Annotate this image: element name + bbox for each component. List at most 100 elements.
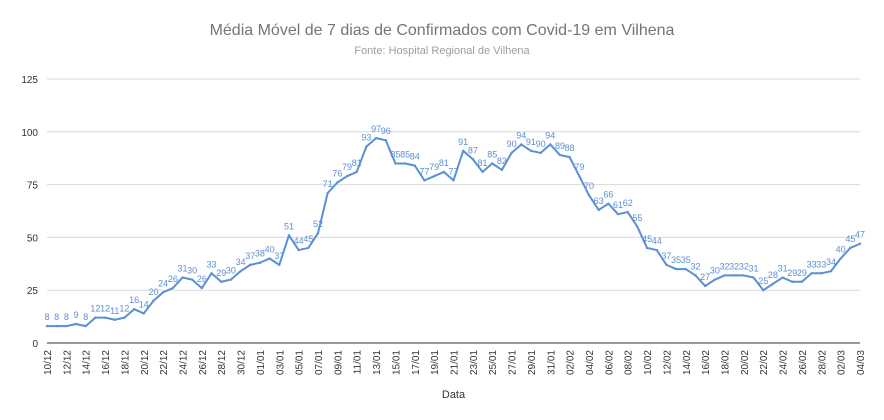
data-label: 71 bbox=[323, 179, 333, 189]
y-tick-label: 50 bbox=[27, 233, 39, 244]
data-point bbox=[694, 274, 697, 277]
data-label: 29 bbox=[797, 268, 807, 278]
data-point bbox=[268, 257, 271, 260]
data-label: 97 bbox=[371, 124, 381, 134]
x-tick-label: 25/01 bbox=[488, 350, 499, 375]
data-point bbox=[471, 158, 475, 161]
x-tick-label: 14/02 bbox=[682, 350, 693, 375]
data-label: 79 bbox=[342, 162, 352, 172]
data-label: 47 bbox=[855, 230, 865, 240]
data-point bbox=[394, 162, 397, 165]
data-label: 12 bbox=[90, 304, 100, 314]
x-tick-label: 04/02 bbox=[585, 350, 596, 375]
data-point bbox=[703, 284, 707, 288]
x-tick-label: 16/12 bbox=[101, 350, 112, 375]
data-label: 93 bbox=[361, 133, 371, 143]
data-point bbox=[161, 291, 165, 294]
data-point bbox=[791, 280, 794, 283]
data-label: 52 bbox=[313, 219, 323, 229]
data-point bbox=[65, 324, 68, 328]
data-label: 35 bbox=[681, 255, 691, 265]
data-point bbox=[200, 286, 204, 290]
data-label: 84 bbox=[410, 152, 420, 162]
data-label: 9 bbox=[74, 310, 79, 320]
data-point bbox=[645, 246, 649, 250]
data-label: 63 bbox=[594, 196, 604, 206]
data-label: 81 bbox=[478, 158, 488, 168]
data-label: 76 bbox=[332, 168, 342, 178]
data-label: 85 bbox=[390, 149, 400, 159]
chart-subtitle: Fonte: Hospital Regional de Vilhena bbox=[354, 45, 530, 57]
data-point bbox=[452, 179, 455, 182]
data-label: 32 bbox=[690, 261, 700, 271]
data-point bbox=[84, 324, 87, 328]
data-point bbox=[558, 153, 562, 157]
data-point bbox=[171, 286, 175, 290]
data-point bbox=[839, 257, 842, 260]
data-point bbox=[297, 248, 300, 252]
x-tick-label: 22/02 bbox=[759, 350, 770, 375]
data-label: 90 bbox=[507, 139, 517, 149]
data-label: 96 bbox=[381, 126, 391, 136]
data-point bbox=[858, 242, 862, 245]
data-point bbox=[220, 280, 223, 283]
data-point bbox=[742, 274, 746, 277]
data-point bbox=[142, 312, 145, 315]
data-label: 30 bbox=[226, 266, 236, 276]
x-tick-label: 06/02 bbox=[604, 350, 615, 375]
data-point bbox=[355, 170, 358, 174]
data-label: 37 bbox=[245, 251, 255, 261]
x-tick-label: 20/12 bbox=[140, 350, 151, 375]
data-label: 30 bbox=[710, 266, 720, 276]
data-point bbox=[674, 267, 678, 271]
x-tick-label: 07/01 bbox=[314, 350, 325, 375]
data-point bbox=[762, 289, 765, 292]
data-label: 32 bbox=[729, 261, 739, 271]
x-tick-label: 23/01 bbox=[469, 350, 480, 375]
data-label: 77 bbox=[419, 166, 429, 176]
x-tick-label: 18/02 bbox=[721, 350, 732, 375]
data-label: 34 bbox=[826, 257, 836, 267]
x-tick-label: 01/01 bbox=[256, 350, 267, 375]
data-point bbox=[152, 299, 155, 302]
data-label: 25 bbox=[758, 276, 768, 286]
data-label: 91 bbox=[526, 137, 536, 147]
x-axis-ticks: 10/12 12/12 14/12 16/12 18/12 20/12 22/12 24/12… bbox=[43, 350, 867, 375]
data-point bbox=[539, 151, 542, 155]
data-point bbox=[103, 316, 107, 319]
data-label: 40 bbox=[265, 245, 275, 255]
data-label: 16 bbox=[129, 295, 139, 305]
data-label: 70 bbox=[584, 181, 594, 191]
data-label: 90 bbox=[536, 139, 546, 149]
data-point bbox=[849, 246, 852, 250]
data-point bbox=[345, 174, 349, 178]
data-label: 87 bbox=[468, 145, 478, 155]
data-point bbox=[55, 324, 58, 328]
data-label: 44 bbox=[652, 236, 662, 246]
data-label: 66 bbox=[603, 190, 613, 200]
data-label: 44 bbox=[294, 236, 304, 246]
data-label: 20 bbox=[148, 287, 158, 297]
data-label: 45 bbox=[845, 234, 855, 244]
data-point bbox=[665, 263, 668, 267]
data-point bbox=[597, 208, 600, 212]
data-point bbox=[829, 269, 833, 273]
data-label: 8 bbox=[83, 312, 88, 322]
data-label: 89 bbox=[555, 141, 565, 151]
y-tick-label: 0 bbox=[32, 339, 38, 350]
data-label: 33 bbox=[207, 259, 217, 269]
data-label: 26 bbox=[197, 274, 207, 284]
data-label: 11 bbox=[110, 306, 119, 316]
data-label: 81 bbox=[352, 158, 362, 168]
data-point bbox=[587, 193, 591, 197]
y-tick-label: 125 bbox=[21, 75, 38, 86]
data-label: 85 bbox=[487, 149, 497, 159]
data-label: 62 bbox=[623, 198, 633, 208]
x-tick-label: 10/12 bbox=[43, 350, 54, 375]
data-label: 94 bbox=[545, 130, 555, 140]
data-point bbox=[684, 267, 687, 271]
data-point bbox=[500, 168, 504, 172]
data-label: 28 bbox=[768, 270, 778, 280]
